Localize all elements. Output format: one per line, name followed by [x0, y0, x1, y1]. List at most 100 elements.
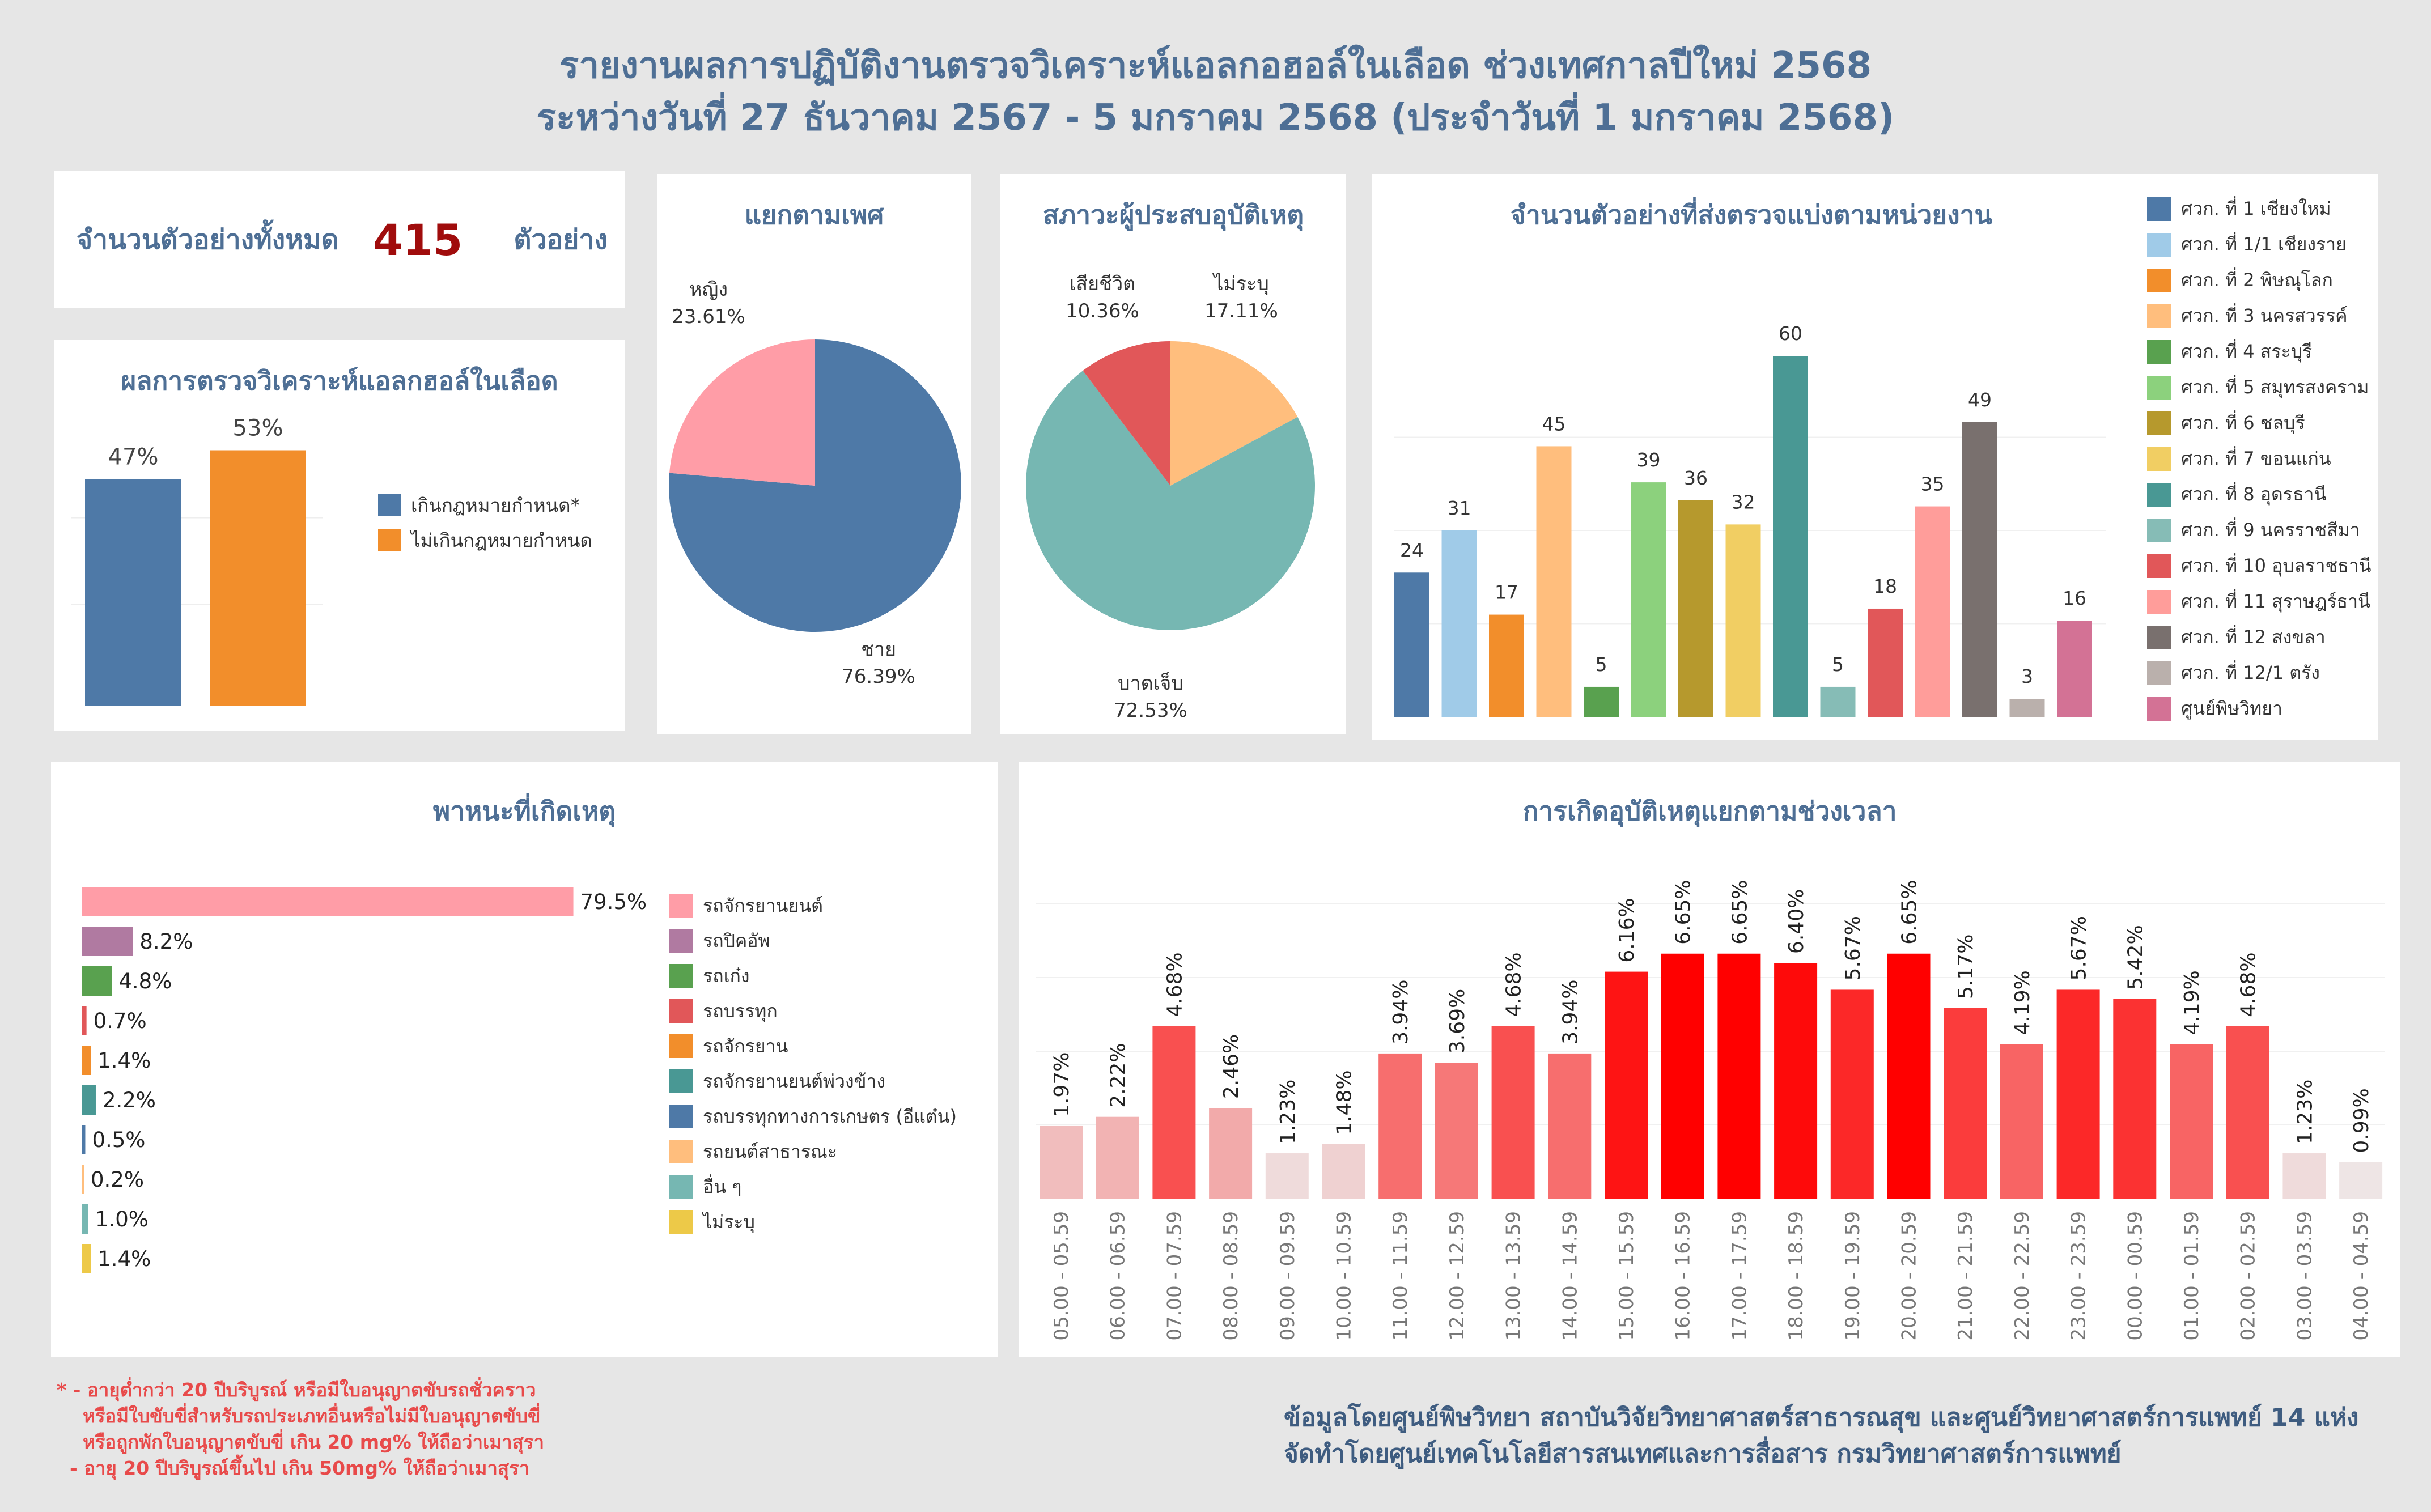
- bar-label: 8.2%: [139, 929, 193, 954]
- x-tick-label: 06.00 - 06.59: [1107, 1211, 1130, 1341]
- bar-label: 4.68%: [1163, 952, 1186, 1017]
- x-tick-label: 00.00 - 00.59: [2124, 1211, 2146, 1341]
- legend-swatch: [2147, 197, 2171, 221]
- bar: [2057, 621, 2092, 717]
- legend-swatch: [378, 494, 401, 516]
- x-tick-label: 23.00 - 23.59: [2068, 1211, 2090, 1341]
- legend-label: ศวก. ที่ 9 นครราชสีมา: [2181, 519, 2360, 541]
- vehicle-legend: รถจักรยานยนต์ รถปิคอัพ รถเก๋ง รถบรรทุก รถจัก…: [669, 888, 957, 1239]
- legend-swatch: [2147, 554, 2171, 578]
- bar: [1096, 1116, 1139, 1199]
- bar-label: 0.99%: [2350, 1088, 2373, 1153]
- slice-percent: 10.36%: [1066, 300, 1139, 322]
- slice-percent: 23.61%: [672, 305, 745, 328]
- bar: [82, 1006, 87, 1035]
- bar-label: 17: [1495, 581, 1518, 604]
- legend-label: ศวก. ที่ 8 อุดรธานี: [2181, 483, 2327, 505]
- x-tick-label: 12.00 - 12.59: [1446, 1211, 1469, 1341]
- bar-label: 1.97%: [1050, 1052, 1074, 1117]
- bar: [2170, 1044, 2213, 1199]
- legend-swatch: [669, 1034, 693, 1058]
- legend-swatch: [2147, 589, 2171, 614]
- bar: [1820, 686, 1856, 717]
- legend-label: ศวก. ที่ 5 สมุทรสงคราม: [2181, 376, 2369, 398]
- bar-label: 5.17%: [1954, 935, 1978, 999]
- bar: [82, 927, 133, 956]
- time-chart: 1.97% 05.00 - 05.59 2.22% 06.00 - 06.59 4.68…: [1036, 880, 2385, 1341]
- bar: [2226, 1026, 2269, 1199]
- x-tick-label: 08.00 - 08.59: [1220, 1211, 1242, 1341]
- bar: [82, 1085, 96, 1115]
- vehicle-chart: 79.5% 8.2% 4.8% 0.7% 1.4% 2.2% 0.5% 0.2% 1.0% 1.4…: [82, 887, 647, 1273]
- legend-swatch: [2147, 304, 2171, 328]
- legend-swatch: [2147, 661, 2171, 685]
- alcohol-legend: เกินกฎหมายกำหนด* ไม่เกินกฎหมายกำหนด: [378, 487, 592, 558]
- legend-swatch: [2147, 375, 2171, 400]
- legend-swatch: [669, 999, 693, 1023]
- total-unit: ตัวอย่าง: [514, 224, 608, 256]
- legend-item: ศวก. ที่ 2 พิษณุโลก: [2147, 262, 2371, 298]
- pie-slice: [1026, 371, 1315, 630]
- legend-label: รถจักรยานยนต์พ่วงข้าง: [703, 1070, 886, 1092]
- pie-slice: [669, 339, 815, 486]
- bar-label: 0.2%: [91, 1167, 144, 1192]
- legend-item: รถจักรยานยนต์: [669, 888, 957, 923]
- legend-item: ไม่เกินกฎหมายกำหนด: [378, 523, 592, 558]
- x-tick-label: 18.00 - 18.59: [1785, 1211, 1808, 1341]
- legend-item: รถจักรยานยนต์พ่วงข้าง: [669, 1064, 957, 1099]
- bar-label: 2.46%: [1220, 1034, 1243, 1099]
- bar: [1489, 614, 1524, 717]
- bar-label: 18: [1873, 575, 1897, 597]
- bar: [210, 450, 306, 706]
- legend-item: ศวก. ที่ 3 นครสวรรค์: [2147, 298, 2371, 334]
- bar: [1868, 608, 1903, 717]
- bar-label: 2.22%: [1107, 1043, 1130, 1107]
- legend-item: รถยนต์สาธารณะ: [669, 1134, 957, 1169]
- slice-name: ชาย: [861, 638, 896, 661]
- bar: [1774, 963, 1818, 1199]
- x-tick-label: 20.00 - 20.59: [1898, 1211, 1921, 1341]
- bar-label: 6.16%: [1615, 898, 1639, 962]
- x-tick-label: 05.00 - 05.59: [1050, 1211, 1073, 1341]
- legend-item: ศูนย์พิษวิทยา: [2147, 691, 2371, 727]
- victim-chart: ไม่ระบุ 17.11% บาดเจ็บ 72.53% เสียชีวิต 10.36…: [1026, 273, 1315, 722]
- bar-label: 32: [1732, 491, 1755, 513]
- bar-label: 36: [1684, 467, 1708, 489]
- credit: ข้อมูลโดยศูนย์พิษวิทยา สถาบันวิจัยวิทยาศ…: [1284, 1400, 2358, 1472]
- slice-name: หญิง: [689, 278, 728, 301]
- bar-label: 1.0%: [95, 1207, 149, 1231]
- units-legend: ศวก. ที่ 1 เชียงใหม่ ศวก. ที่ 1/1 เชียงรา…: [2147, 191, 2371, 727]
- bar-label: 1.4%: [97, 1048, 151, 1073]
- bar: [1536, 446, 1572, 717]
- legend-label: รถจักรยานยนต์: [703, 894, 823, 916]
- victim-panel: สภาวะผู้ประสบอุบัติเหตุ ไม่ระบุ 17.11% บาด…: [1000, 174, 1346, 734]
- total-label: จำนวนตัวอย่างทั้งหมด: [77, 224, 339, 256]
- bar: [2282, 1153, 2326, 1199]
- bar-label: 0.5%: [92, 1128, 145, 1152]
- x-tick-label: 14.00 - 14.59: [1559, 1211, 1581, 1341]
- bar-label: 4.19%: [2011, 970, 2034, 1035]
- legend-item: ศวก. ที่ 6 ชลบุรี: [2147, 405, 2371, 441]
- x-tick-label: 21.00 - 21.59: [1954, 1211, 1977, 1341]
- legend-swatch: [669, 1140, 693, 1163]
- legend-label: รถเก๋ง: [703, 965, 750, 987]
- units-chart: 24 31 17 45 5 39 36 32 60 5 18 35 49 3 16: [1394, 322, 2106, 717]
- bar-label: 6.40%: [1785, 889, 1808, 954]
- x-tick-label: 01.00 - 01.59: [2180, 1211, 2203, 1341]
- legend-swatch: [2147, 232, 2171, 257]
- time-chart-title: การเกิดอุบัติเหตุแยกตามช่วงเวลา: [1522, 796, 1897, 826]
- bar-label: 39: [1637, 449, 1661, 471]
- bar-label: 4.19%: [2180, 970, 2204, 1035]
- slice-percent: 17.11%: [1204, 300, 1278, 322]
- bar: [2009, 699, 2045, 717]
- x-tick-label: 09.00 - 09.59: [1276, 1211, 1299, 1341]
- legend-label: ศวก. ที่ 10 อุบลราชธานี: [2181, 555, 2371, 576]
- bar: [1661, 953, 1704, 1199]
- legend-item: อื่น ๆ: [669, 1169, 957, 1204]
- total-value: 415: [372, 214, 463, 265]
- bar-label: 1.23%: [2293, 1080, 2317, 1144]
- legend-swatch: [2147, 625, 2171, 649]
- footnote-line: * - อายุต่ำกว่า 20 ปีบริบูรณ์ หรือมีใบอน…: [57, 1379, 536, 1401]
- bar: [82, 966, 112, 996]
- legend-label: รถยนต์สาธารณะ: [703, 1140, 838, 1162]
